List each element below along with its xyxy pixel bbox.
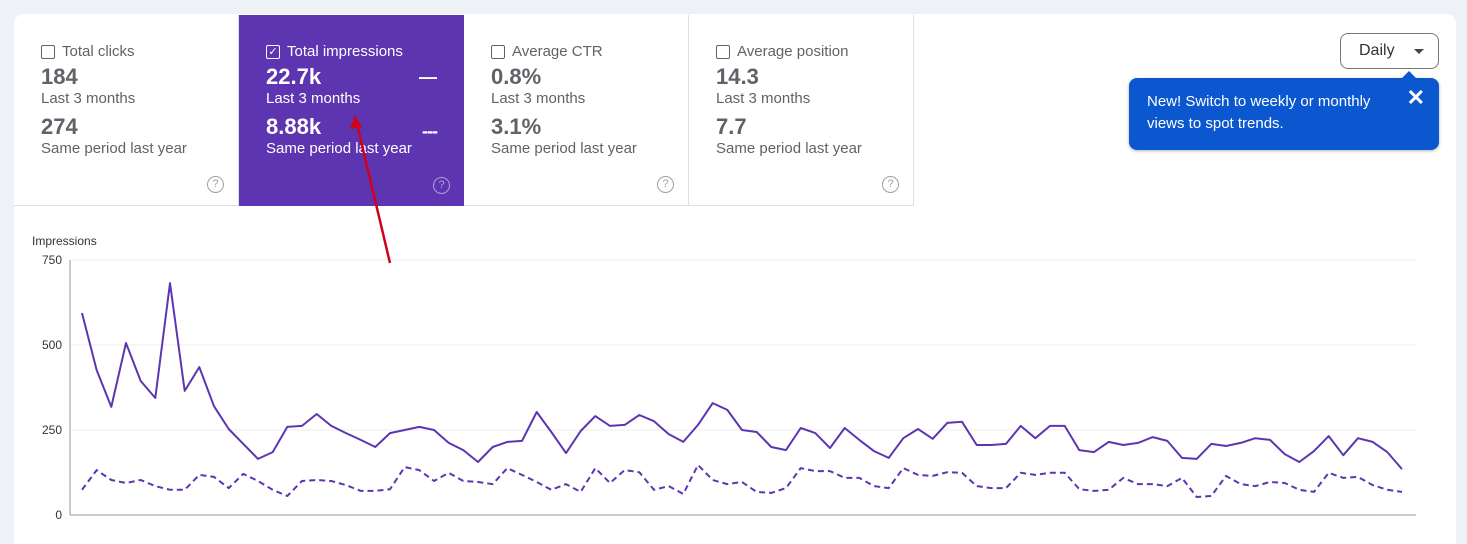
y-axis-label: Impressions [32, 234, 97, 248]
metric-header: Average position [716, 43, 913, 60]
metric-header: ✓ Total impressions [266, 43, 464, 60]
metric-value: 22.7k [266, 64, 322, 89]
checkbox[interactable] [41, 44, 55, 59]
annotation-arrow [355, 123, 392, 264]
checkbox[interactable] [716, 44, 730, 59]
checkbox[interactable] [491, 44, 505, 59]
metric-value: 14.3 [716, 64, 759, 89]
y-tick-label: 0 [55, 508, 62, 522]
tooltip-text: New! Switch to weekly or monthly views t… [1147, 93, 1371, 132]
close-icon[interactable]: ✕ [1406, 85, 1425, 110]
checkbox[interactable]: ✓ [266, 44, 280, 59]
metric-label: Average CTR [512, 43, 603, 60]
metric-compare-period: Same period last year [41, 140, 187, 157]
help-icon[interactable]: ? [207, 176, 224, 193]
metric-value: 184 [41, 64, 78, 89]
metric-card-average-ctr[interactable]: Average CTR 0.8% Last 3 months 3.1% Same… [464, 15, 689, 206]
metric-card-total-clicks[interactable]: Total clicks 184 Last 3 months 274 Same … [14, 15, 239, 206]
metric-compare-period: Same period last year [491, 140, 637, 157]
metric-value: 0.8% [491, 64, 542, 89]
metric-compare-value: 8.88k [266, 114, 322, 139]
y-tick-label: 500 [42, 338, 62, 352]
new-feature-tooltip: New! Switch to weekly or monthly views t… [1129, 71, 1439, 150]
chevron-down-icon [1414, 49, 1424, 54]
granularity-value: Daily [1359, 42, 1395, 59]
metric-header: Average CTR [491, 43, 688, 60]
metric-compare-value: 7.7 [716, 114, 747, 139]
metric-period: Last 3 months [41, 90, 136, 107]
series-line-0 [81, 282, 1403, 470]
arrow-head-icon [350, 115, 362, 129]
metric-period: Last 3 months [491, 90, 586, 107]
metric-compare-period: Same period last year [716, 140, 862, 157]
y-tick-label: 250 [42, 423, 62, 437]
impressions-chart: 0 250 500 750 [42, 115, 1416, 522]
metric-period: Last 3 months [716, 90, 811, 107]
y-tick-label: 750 [42, 253, 62, 267]
metric-compare-value: 3.1% [491, 114, 542, 139]
help-icon[interactable]: ? [882, 176, 899, 193]
metric-compare-period: Same period last year [266, 140, 412, 157]
metric-label: Total clicks [62, 43, 135, 60]
metric-card-average-position[interactable]: Average position 14.3 Last 3 months 7.7 … [689, 15, 914, 206]
legend-dashed-icon: --- [422, 121, 438, 141]
metric-card-total-impressions[interactable]: ✓ Total impressions 22.7k Last 3 months 8… [239, 15, 464, 206]
help-icon[interactable]: ? [433, 177, 450, 194]
granularity-dropdown[interactable]: Daily [1340, 33, 1439, 69]
metric-label: Total impressions [287, 43, 403, 60]
metric-compare-value: 274 [41, 114, 78, 139]
legend-solid-icon: — [419, 67, 437, 87]
metric-period: Last 3 months [266, 90, 361, 107]
metric-label: Average position [737, 43, 849, 60]
metric-header: Total clicks [41, 43, 238, 60]
metric-cards: Total clicks 184 Last 3 months 274 Same … [14, 15, 914, 206]
help-icon[interactable]: ? [657, 176, 674, 193]
series-line-1 [81, 464, 1403, 498]
